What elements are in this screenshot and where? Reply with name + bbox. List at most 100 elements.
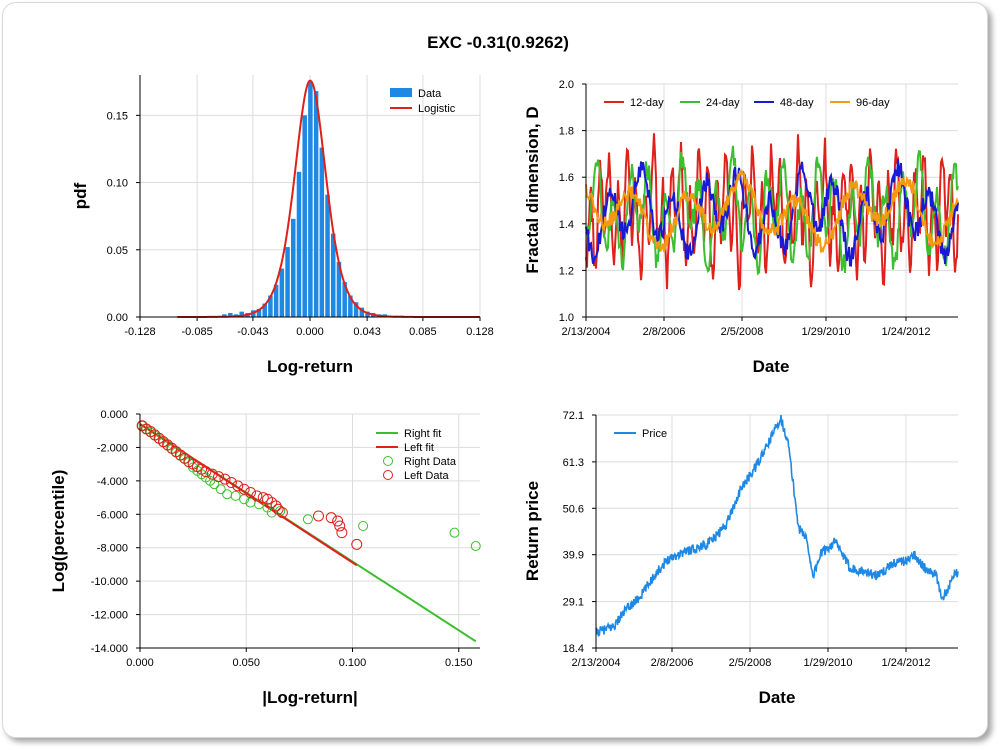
fractal-legend-label: 12-day	[630, 97, 664, 109]
fractal-ytick-label: 2.0	[559, 79, 574, 91]
histogram-bar	[365, 311, 370, 317]
price-xtick-label: 2/5/2008	[729, 657, 772, 669]
tail-ytick-label: 0.000	[100, 409, 128, 421]
fractal-xlabel: Date	[753, 357, 790, 376]
tail-ytick-label: -6.000	[97, 509, 128, 521]
histogram-bar	[296, 171, 302, 317]
histogram-bar	[256, 308, 262, 317]
fractal-series-line	[585, 168, 959, 254]
tail-left-data-point	[270, 500, 282, 512]
price-xtick-label: 1/24/2012	[882, 657, 931, 669]
tail-left-data-point	[232, 480, 244, 492]
price-legend-label: Price	[642, 428, 667, 440]
fractal-ytick-label: 1.0	[559, 312, 574, 324]
histogram-xtick-label: 0.000	[296, 326, 324, 338]
tail-legend-right-data-swatch	[383, 456, 393, 466]
price-xtick-label: 1/29/2010	[804, 657, 853, 669]
price-ytick-label: 50.6	[563, 503, 584, 515]
fractal-xtick-label: 2/5/2008	[721, 326, 764, 338]
tail-xtick-label: 0.050	[232, 657, 260, 669]
tail-left-data-point	[325, 512, 337, 524]
price-ylabel: Return price	[523, 481, 542, 581]
histogram-xtick-label: -0.043	[237, 326, 268, 338]
tail-legend-right-data: Right Data	[404, 456, 457, 468]
price-ytick-label: 18.4	[563, 643, 584, 655]
tail-xtick-label: 0.100	[339, 657, 367, 669]
histogram-bar	[308, 81, 313, 317]
tail-ytick-label: -10.000	[91, 576, 128, 588]
histogram-bar	[279, 268, 285, 317]
histogram-ylabel: pdf	[71, 182, 90, 209]
fractal-series-line	[585, 145, 959, 276]
tail-ylabel: Log(percentile)	[49, 470, 68, 593]
histogram-xlabel: Log-return	[267, 357, 353, 376]
histogram-bar	[325, 194, 330, 317]
price-xtick-label: 2/8/2006	[651, 657, 694, 669]
price-ytick-label: 72.1	[563, 410, 584, 422]
histogram-xtick-label: -0.128	[124, 326, 155, 338]
tail-ytick-label: -14.000	[91, 643, 128, 655]
histogram-bar	[302, 115, 307, 317]
chart-title: EXC -0.31(0.9262)	[427, 33, 569, 52]
tail-left-data-point	[206, 468, 218, 480]
tail-right-data-point	[470, 541, 481, 552]
price-xlabel: Date	[759, 688, 796, 707]
tail-right-data-point	[222, 489, 233, 500]
tail-right-data-point	[230, 490, 241, 501]
histogram-bar	[336, 261, 342, 317]
tail-left-data-point	[313, 510, 324, 522]
fractal-xtick-label: 1/29/2010	[802, 326, 851, 338]
tail-ytick-label: -8.000	[97, 543, 128, 555]
histogram-bar	[330, 233, 336, 317]
tail-right-data-point	[449, 527, 460, 538]
tail-left-data-point	[225, 477, 237, 489]
histogram-bar	[268, 295, 273, 317]
histogram-ytick-label: 0.05	[107, 245, 128, 257]
fractal-xtick-label: 1/24/2012	[882, 326, 931, 338]
tail-ytick-label: -2.000	[97, 442, 128, 454]
tail-legend-left-data: Left Data	[404, 470, 450, 482]
histogram-xtick-label: 0.128	[466, 326, 494, 338]
histogram-panel: Log-return pdf -0.128 -0.085 -0.043 0.000 0.…	[71, 75, 494, 376]
histogram-bar	[353, 302, 359, 317]
tail-legend-left-data-swatch	[383, 470, 393, 480]
histogram-bar	[262, 303, 267, 317]
tail-left-data-point	[334, 520, 346, 532]
tail-right-data-point	[239, 494, 250, 505]
histogram-bar	[285, 247, 290, 317]
tail-left-data-point	[251, 490, 263, 502]
fractal-xtick-label: 2/13/2004	[562, 326, 611, 338]
histogram-bar	[319, 147, 325, 317]
fractal-series-line	[585, 158, 959, 267]
tail-right-data-point	[302, 514, 313, 525]
histogram-bar	[239, 311, 244, 317]
histogram-ytick-label: 0.10	[107, 178, 128, 190]
tail-left-data-point	[351, 538, 363, 550]
chart-card	[2, 2, 988, 738]
tail-ytick-label: -12.000	[91, 610, 128, 622]
histogram-bar	[313, 91, 319, 317]
fractal-ytick-label: 1.6	[559, 172, 574, 184]
histogram-bar	[348, 295, 353, 317]
tail-left-data-point	[213, 471, 225, 483]
histogram-legend-data-swatch	[390, 88, 412, 97]
tail-legend-right-fit: Right fit	[404, 428, 441, 440]
histogram-bar	[342, 282, 347, 317]
price-xtick-label: 2/13/2004	[572, 657, 621, 669]
fractal-legend-label: 96-day	[856, 97, 890, 109]
fractal-ylabel: Fractal dimension, D	[523, 106, 542, 273]
tail-xlabel: |Log-return|	[262, 688, 357, 707]
price-ytick-label: 39.9	[563, 550, 584, 562]
tail-xtick-label: 0.000	[126, 657, 154, 669]
fractal-ytick-label: 1.2	[559, 265, 574, 277]
fractal-xtick-label: 2/8/2006	[643, 326, 686, 338]
histogram-xtick-label: 0.043	[353, 326, 381, 338]
tail-left-data-point	[245, 487, 256, 499]
tail-right-data-point	[358, 520, 369, 531]
tail-ytick-label: -4.000	[97, 476, 128, 488]
histogram-xtick-label: 0.085	[409, 326, 437, 338]
tail-left-data-point	[332, 515, 344, 527]
histogram-bar	[359, 307, 365, 317]
histogram-bar	[273, 284, 279, 317]
fractal-legend-label: 24-day	[706, 97, 740, 109]
